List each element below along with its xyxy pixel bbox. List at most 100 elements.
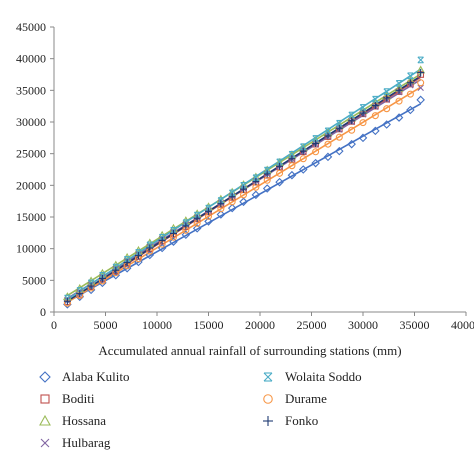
data-point-6-3 <box>98 274 106 282</box>
data-point-3-30 <box>417 84 424 91</box>
y-tick-label: 20000 <box>16 178 46 192</box>
y-tick-label: 0 <box>40 305 46 319</box>
data-point-0-16 <box>251 190 261 200</box>
x-tick-label: 25000 <box>297 318 327 332</box>
data-point-0-12 <box>204 217 213 226</box>
axes: 0 5000 10000 15000 20000 25000 30000 35000 4000 0… <box>16 20 474 332</box>
data-point-6-2 <box>87 282 95 290</box>
data-point-6-10 <box>182 222 190 230</box>
legend-label-0: Alaba Kulito <box>62 369 130 384</box>
data-point-0-17 <box>262 184 272 193</box>
data-point-0-15 <box>239 197 248 207</box>
data-point-0-18 <box>275 177 284 187</box>
data-point-0-23 <box>335 146 344 156</box>
data-point-6-9 <box>169 229 177 237</box>
legend-item-3: Hulbarag <box>40 435 111 450</box>
data-point-5-18 <box>276 169 284 177</box>
data-point-6-18 <box>276 162 284 170</box>
data-point-0-21 <box>311 158 320 168</box>
data-point-5-25 <box>359 119 367 127</box>
legend-item-0: Alaba Kulito <box>39 369 130 384</box>
data-point-5-20 <box>299 155 307 163</box>
x-tick-label: 20000 <box>245 318 275 332</box>
x-tick-label: 35000 <box>400 318 430 332</box>
data-point-0-19 <box>287 170 297 180</box>
data-point-0-24 <box>347 139 356 149</box>
legend-item-1: Boditi <box>40 391 95 406</box>
data-point-6-21 <box>312 140 320 148</box>
data-point-0-25 <box>358 133 368 143</box>
data-point-5-27 <box>383 105 391 113</box>
data-point-5-22 <box>324 140 332 148</box>
data-point-0-20 <box>298 165 308 174</box>
y-tick-label: 25000 <box>16 147 46 161</box>
y-tick-label: 5000 <box>22 273 46 287</box>
data-point-6-13 <box>217 200 225 208</box>
legend-marker-4 <box>263 372 273 382</box>
x-tick-label: 0 <box>51 318 57 332</box>
trendline-5 <box>66 86 422 304</box>
data-point-0-9 <box>169 237 178 246</box>
data-point-4-18 <box>276 158 283 166</box>
x-tick-label: 15000 <box>194 318 224 332</box>
data-point-6-23 <box>335 124 343 132</box>
data-point-5-26 <box>371 112 379 120</box>
data-point-4-27 <box>383 88 390 95</box>
data-point-6-1 <box>76 290 84 298</box>
y-tick-label: 15000 <box>16 210 46 224</box>
data-point-5-30 <box>417 79 425 87</box>
legend-marker-2 <box>39 414 51 426</box>
data-point-4-30 <box>417 56 424 64</box>
data-point-6-24 <box>348 117 356 125</box>
data-point-0-30 <box>416 95 425 105</box>
legend-label-3: Hulbarag <box>62 435 111 450</box>
data-point-6-8 <box>158 236 166 244</box>
legend-label-1: Boditi <box>62 391 95 406</box>
legend-label-2: Hossana <box>62 413 106 428</box>
data-point-0-29 <box>406 105 415 115</box>
data-point-6-22 <box>324 132 332 140</box>
data-point-6-16 <box>252 178 260 186</box>
y-tick-label: 30000 <box>16 115 46 129</box>
data-point-6-6 <box>134 252 142 260</box>
data-point-4-29 <box>407 72 414 80</box>
data-point-5-21 <box>312 148 320 156</box>
data-point-6-28 <box>395 86 403 94</box>
trendline-0 <box>66 103 422 303</box>
data-point-6-17 <box>263 170 271 178</box>
legend-label-4: Wolaita Soddo <box>285 369 362 384</box>
legend: Alaba Kulito Boditi Hossana Hulbarag Wolaita… <box>39 369 362 450</box>
data-point-6-19 <box>288 155 296 163</box>
x-tick-label: 40000 <box>451 318 474 332</box>
x-tick-label: 10000 <box>142 318 172 332</box>
y-tick-label: 40000 <box>16 52 46 66</box>
data-point-6-12 <box>205 207 212 215</box>
legend-marker-0 <box>39 371 51 383</box>
data-point-6-20 <box>299 147 307 155</box>
data-point-0-13 <box>216 210 226 219</box>
legend-item-2: Hossana <box>39 413 106 428</box>
data-point-6-11 <box>193 214 201 222</box>
legend-item-6: Fonko <box>263 413 318 428</box>
x-tick-label: 5000 <box>94 318 118 332</box>
legend-label-5: Durame <box>285 391 327 406</box>
data-point-4-28 <box>395 80 403 87</box>
data-point-6-27 <box>383 94 391 102</box>
data-point-6-30 <box>417 69 425 77</box>
data-point-6-0 <box>63 297 71 305</box>
legend-marker-1 <box>40 394 50 404</box>
data-point-6-15 <box>240 185 248 193</box>
legend-marker-3 <box>40 438 50 448</box>
x-tick-label: 30000 <box>348 318 378 332</box>
legend-item-5: Durame <box>263 391 327 406</box>
data-point-0-11 <box>192 224 202 233</box>
data-point-6-25 <box>359 109 367 117</box>
data-point-6-14 <box>228 193 236 201</box>
data-point-6-26 <box>371 102 379 110</box>
x-axis-title: Accumulated annual rainfall of surroundi… <box>98 343 401 358</box>
data-point-6-4 <box>112 266 120 274</box>
data-point-0-26 <box>371 126 380 136</box>
data-point-0-14 <box>227 203 237 213</box>
data-point-6-7 <box>146 244 154 252</box>
data-point-5-29 <box>406 90 414 98</box>
